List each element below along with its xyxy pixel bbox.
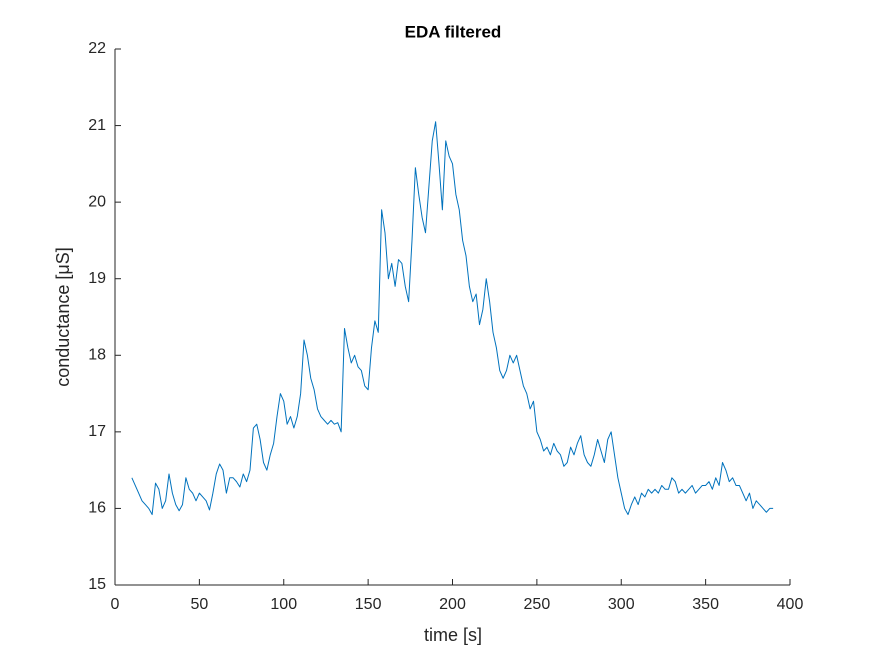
y-tick-label: 15 xyxy=(88,576,106,593)
x-tick-label: 250 xyxy=(524,596,551,613)
y-tick-label: 18 xyxy=(88,347,106,364)
x-tick-label: 150 xyxy=(355,596,382,613)
x-tick-label: 350 xyxy=(692,596,719,613)
x-tick-label: 300 xyxy=(608,596,635,613)
y-axis-label: conductance [μS] xyxy=(53,247,73,386)
x-tick-label: 0 xyxy=(111,596,120,613)
x-tick-label: 400 xyxy=(777,596,804,613)
y-tick-label: 22 xyxy=(88,40,106,57)
y-tick-label: 16 xyxy=(88,500,106,517)
data-line xyxy=(131,121,774,516)
chart-title: EDA filtered xyxy=(405,22,502,41)
x-tick-label: 100 xyxy=(270,596,297,613)
x-tick-label: 50 xyxy=(190,596,208,613)
x-tick-label: 200 xyxy=(439,596,466,613)
y-tick-label: 19 xyxy=(88,270,106,287)
y-tick-label: 21 xyxy=(88,117,106,134)
x-axis-label: time [s] xyxy=(424,625,482,645)
y-tick-label: 17 xyxy=(88,423,106,440)
y-tick-label: 20 xyxy=(88,193,106,210)
